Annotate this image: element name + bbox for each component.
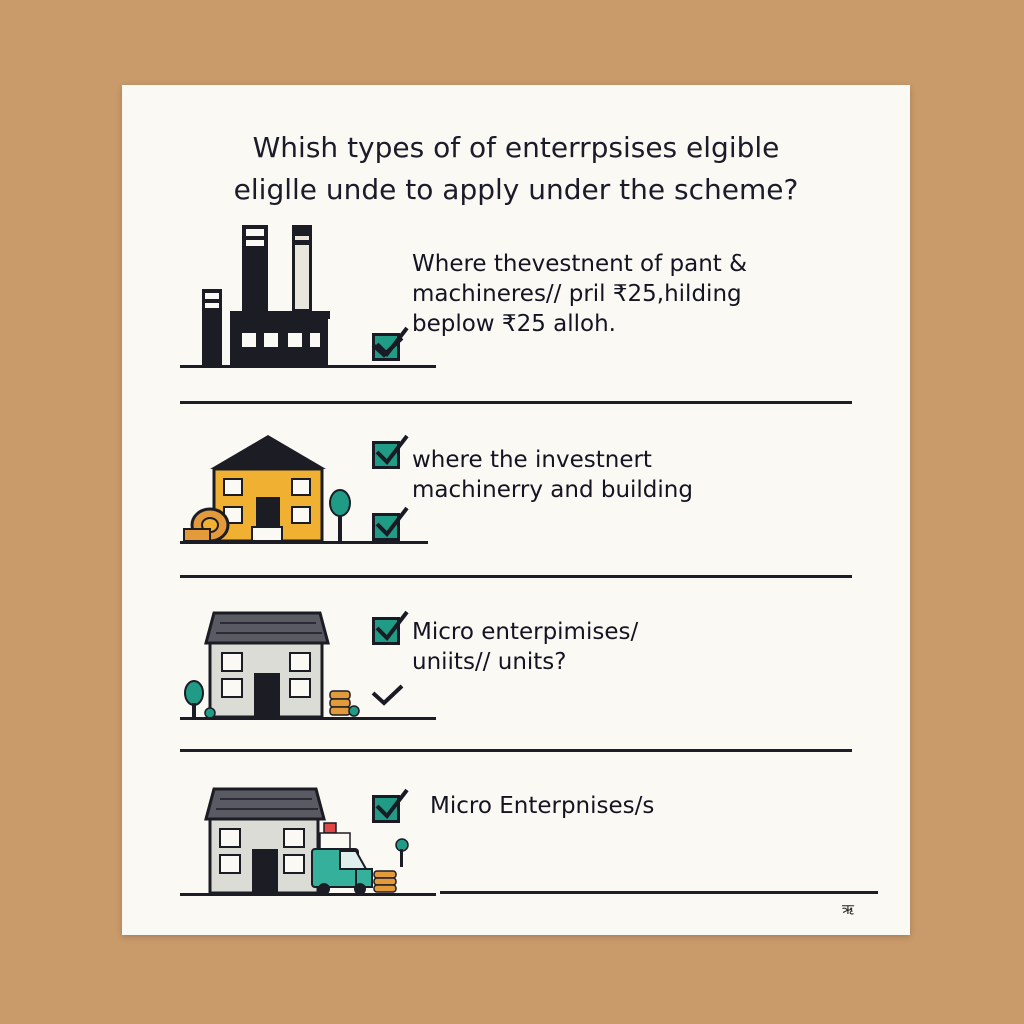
factory-icon <box>180 221 440 377</box>
option-3-line-2: uniits// units? <box>412 649 567 675</box>
checkmark-icon <box>370 683 406 711</box>
checkbox-icon <box>372 788 409 823</box>
divider <box>180 749 852 752</box>
option-3-text: Micro enterpimises/ uniits// units? <box>412 617 638 677</box>
option-2-line-2: machinerry and building <box>412 477 693 503</box>
checkmark-icon <box>370 335 406 363</box>
option-2-text: where the investnert machinerry and buil… <box>412 445 693 505</box>
checkbox-icon <box>372 610 409 645</box>
option-4-line-1: Micro Enterpnises/s <box>430 793 655 819</box>
divider <box>180 575 852 578</box>
question-title: Whish types of of enterrpsises elgible e… <box>122 127 910 211</box>
divider <box>180 401 852 404</box>
option-2-line-1: where the investnert <box>412 447 652 473</box>
option-1-line-2: machineres// pril ₹25,hilding <box>412 281 742 307</box>
house-icon <box>180 433 440 553</box>
house-with-truck-icon <box>180 785 440 903</box>
option-1-text: Where thevestnent of pant & machineres//… <box>412 249 747 339</box>
checkbox-icon <box>372 506 409 541</box>
question-line-1: Whish types of of enterrpsises elgible <box>252 131 780 164</box>
option-1-line-1: Where thevestnent of pant & <box>412 251 748 277</box>
question-card: Whish types of of enterrpsises elgible e… <box>122 85 910 935</box>
option-3-line-1: Micro enterpimises/ <box>412 619 639 645</box>
house-icon <box>180 609 440 727</box>
corner-mark: ऋ <box>842 902 854 918</box>
divider <box>440 891 878 894</box>
checkbox-icon <box>372 434 409 469</box>
option-4-text: Micro Enterpnises/s <box>430 791 654 821</box>
question-line-2: eliglle unde to apply under the scheme? <box>233 173 799 206</box>
option-1-line-3: beplow ₹25 alloh. <box>412 311 616 337</box>
